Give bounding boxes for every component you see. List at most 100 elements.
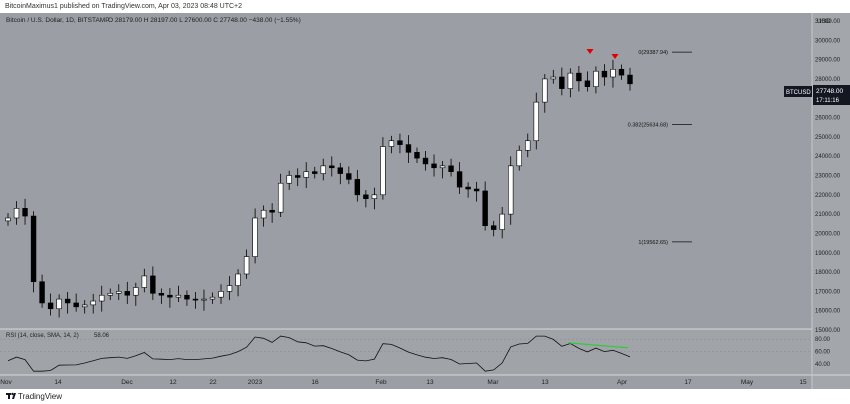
time-tick-label: Mar [487,379,499,386]
tradingview-brand: TradingView [18,392,63,401]
rsi-label: RSI (14, close, SMA, 14, 2) [6,333,79,339]
chart-frame[interactable]: 0(29387.94) 0.382(25634.68) 1(19562.65) 31… [0,13,850,389]
candle-body [431,163,437,169]
candle-body [141,275,148,288]
candle-body [209,296,216,300]
candle-body [525,140,531,151]
candle-body [192,298,199,301]
time-tick-label: Dec [121,379,133,386]
candle-body [235,273,241,286]
candle-body [201,298,207,301]
candle-body [610,68,616,78]
price-tick-label: 30000.00 [815,38,841,44]
time-tick-label: May [741,379,754,386]
candle-body [584,80,591,87]
candle-body [508,165,514,215]
candle-body [124,291,130,296]
candle-body [39,281,45,304]
time-tick-label: 14 [54,379,62,386]
candle-body [516,150,522,167]
time-tick-label: 13 [426,379,434,386]
price-tick-label: 20000.00 [815,231,841,237]
candle-body [593,70,599,87]
price-tick-label: 17000.00 [815,289,841,295]
time-tick-label: 13 [541,379,549,386]
candle-body [56,298,62,310]
candle-body [184,294,190,300]
rsi-panel: RSI (14, close, SMA, 14, 2) 58.06 80.00 60.… [0,333,831,372]
price-tick-label: 31000.00 [815,19,841,25]
time-tick-label: 22 [209,379,217,386]
time-tick-label: 12 [169,379,177,386]
candle-body [312,171,318,174]
publisher-text: BitcoinMaximus1 published on TradingView… [5,3,243,10]
candle-body [405,144,412,153]
candle-body [64,298,71,304]
candle-body [47,302,54,310]
fib-level-label: 0(29387.94) [638,50,668,56]
candle-body [567,72,574,89]
candle-body [158,293,165,296]
candle-body [22,208,28,217]
rsi-tick-label: 60.00 [815,349,831,355]
candle-body [90,300,96,306]
rsi-divergence-line [567,342,629,349]
candle-body [133,287,139,296]
price-axis-ticks: 31000.0030000.0029000.0028000.0027000.00… [815,19,841,334]
candle-body [260,209,267,219]
candle-body [576,72,582,82]
price-chart[interactable]: 0(29387.94) 0.382(25634.68) 1(19562.65) 31… [0,13,850,389]
candle-body [439,165,446,169]
price-tick-label: 19000.00 [815,251,841,257]
symbol-badge-countdown: 17:11:16 [816,98,840,104]
tradingview-logo-icon [6,392,16,399]
candle-body [5,217,11,222]
bearish-markers [586,49,619,59]
chart-legend-ohlc: O 28179.00 H 28197.00 L 27600.00 C 27748… [108,17,301,24]
candle-body [627,74,633,85]
candle-body [286,175,292,184]
candle-body [329,165,335,169]
candle-body [559,76,565,89]
price-axis-currency: USD [817,18,831,25]
candle-body [30,215,37,283]
publish-header: BitcoinMaximus1 published on TradingView… [0,0,850,13]
price-tick-label: 15000.00 [815,328,841,334]
candle-body [482,190,488,227]
candle-body [218,291,224,298]
candle-body [448,165,454,172]
rsi-panel-background [0,329,812,375]
time-tick-label: 16 [311,379,319,386]
symbol-badge: BTCUSD 27748.00 17:11:16 [784,85,850,105]
chart-legend-title: Bitcoin / U.S. Dollar, 1D, BITSTAMP [6,17,110,24]
time-tick-label: Feb [375,379,387,386]
candle-body [354,179,361,196]
time-tick-label: Apr [617,379,628,386]
candle-body [473,188,480,192]
bearish-marker-icon [611,54,619,59]
fib-level-label: 0.382(25634.68) [628,123,669,129]
time-tick-label: 2023 [248,379,263,386]
candle-body [465,186,471,190]
candle-body [380,146,386,196]
candle-body [618,68,625,76]
candle-body [346,173,352,180]
time-tick-label: Nov [0,379,12,386]
symbol-badge-price: 27748.00 [816,88,843,95]
time-axis-ticks: Nov 14 Dec 12 22 2023 16 Feb 13 Mar 13 Apr 17 May 15 [0,379,807,386]
candle-body [73,302,79,308]
candle-body [277,182,284,213]
candle-body [499,213,505,230]
symbol-badge-symbol: BTCUSD [786,90,811,96]
candle-body [226,285,233,292]
price-tick-label: 21000.00 [815,212,841,218]
candle-body [490,225,497,230]
candle-body [371,194,378,199]
candle-body [99,294,105,302]
time-tick-label: 17 [684,379,692,386]
candle-body [397,140,403,145]
candle-body [252,217,258,257]
price-tick-label: 29000.00 [815,58,841,64]
candle-body [601,70,608,78]
price-tick-label: 26000.00 [815,116,841,122]
